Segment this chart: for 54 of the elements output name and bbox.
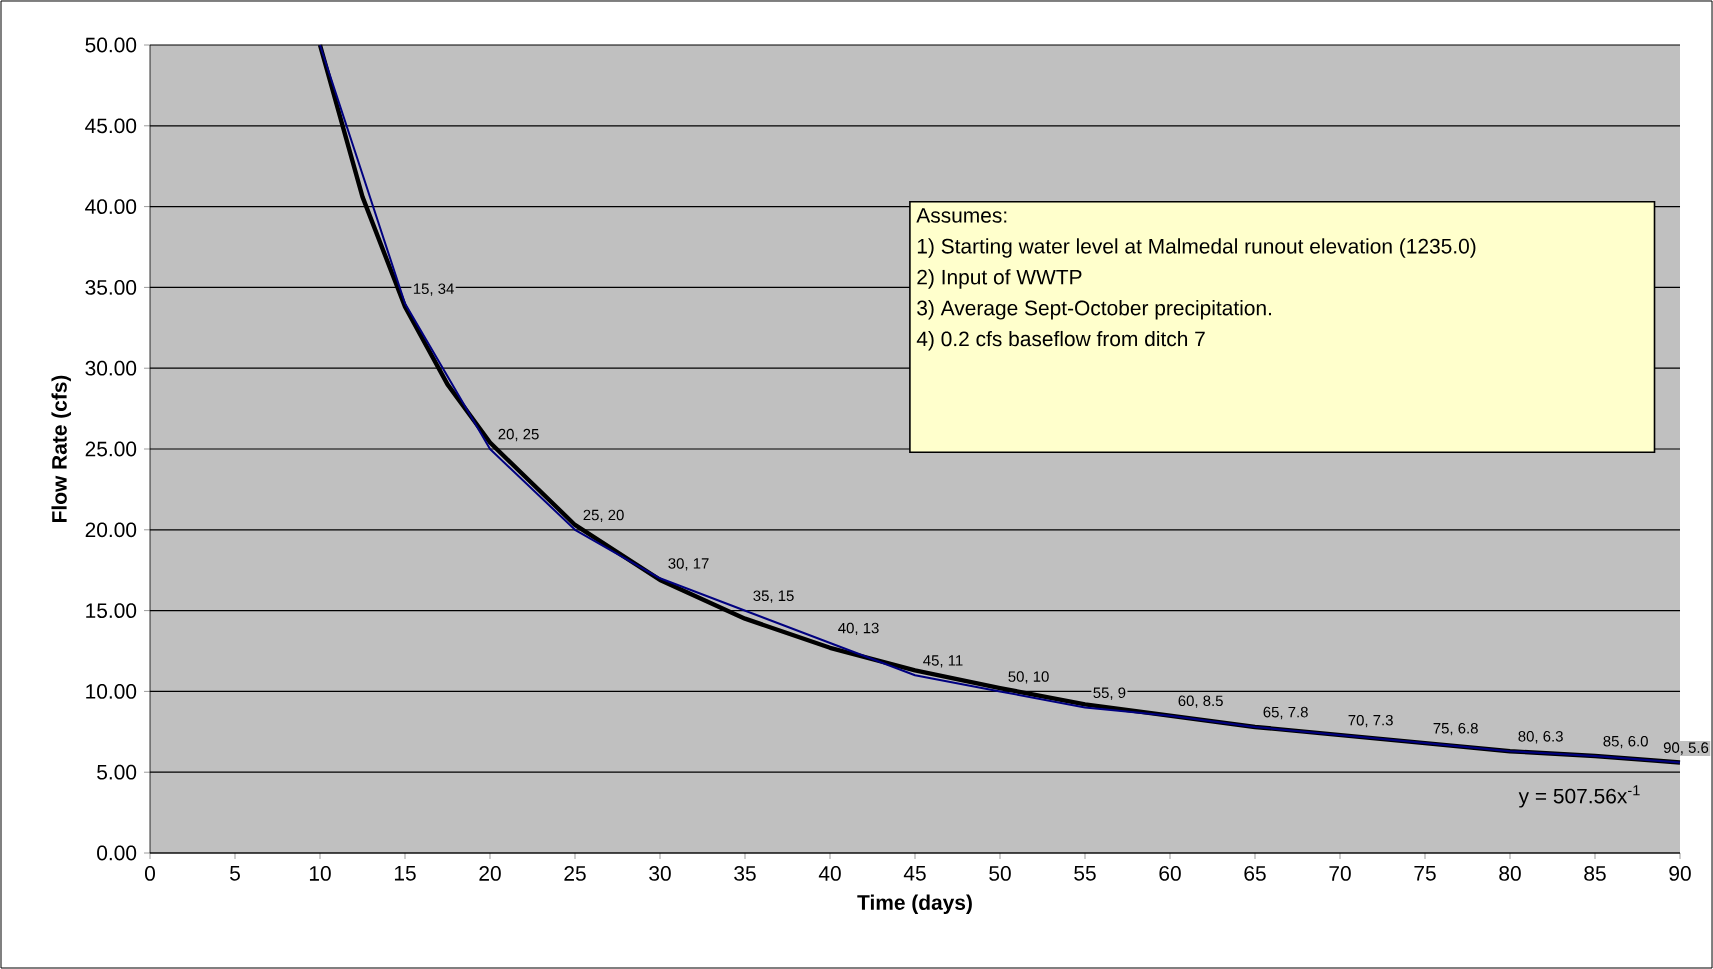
annotation: 65, 7.8 [1263,706,1308,720]
x-tick-label: 60 [1159,866,1181,881]
annotation: 35, 15 [753,590,794,603]
annotation: 15, 34 [413,283,454,296]
y-tick-label: 5.00 [97,764,137,780]
annotation: 50, 10 [1008,671,1049,684]
annotation: 45, 11 [923,655,963,668]
x-tick-label: 0 [145,866,155,881]
x-tick-label: 90 [1669,866,1691,881]
annotation: 70, 7.3 [1348,714,1393,728]
x-tick-label: 40 [818,866,841,881]
annotation: 60, 8.5 [1178,695,1223,708]
annotation: 75, 6.8 [1433,722,1478,736]
annotation: y = 507.56x$^{-1}$ [1518,785,1640,808]
x-tick-label: 30 [649,866,671,881]
annotation: 55, 9 [1093,687,1126,700]
x-tick-label: 70 [1329,866,1351,881]
annotation: 80, 6.3 [1518,731,1563,744]
annotation: 3) Average Sept-October precipitation. [917,300,1271,320]
y-tick-label: 40.00 [85,199,137,215]
annotation: 20, 25 [498,428,539,442]
annotation: 1) Starting water level at Malmedal runout elevation (1235.0) [917,238,1476,258]
annotation: 4) 0.2 cfs baseflow from ditch 7 [916,330,1205,351]
annotation: Assumes: [916,208,1007,223]
annotation: 30, 17 [668,558,709,571]
y-tick-label: 50.00 [85,37,137,53]
annotation: 2) Input of WWTP [917,269,1082,289]
annotation: 40, 13 [838,622,879,636]
y-tick-label: 45.00 [85,118,137,134]
annotation: 85, 6.0 [1603,735,1648,749]
y-tick-label: 30.00 [85,360,137,376]
y-tick-label: 0.00 [97,845,137,861]
x-tick-label: 55 [1074,866,1096,881]
y-tick-label: 15.00 [86,603,137,619]
x-tick-label: 5 [230,866,240,881]
y-tick-label: 10.00 [86,684,137,699]
x-tick-label: 10 [309,866,331,881]
annotation: 25, 20 [583,509,624,522]
y-axis-title: Flow Rate (cfs) [51,375,71,522]
y-tick-label: 35.00 [85,280,137,295]
x-tick-label: 50 [989,866,1011,881]
x-tick-label: 80 [1499,866,1521,881]
y-tick-label: 25.00 [85,441,137,457]
annotation: 90, 5.6 [1663,742,1709,755]
x-tick-label: 85 [1584,866,1606,881]
x-tick-label: 45 [903,866,926,881]
x-tick-label: 65 [1244,866,1266,881]
x-axis-title: Time (days) [857,894,972,915]
x-tick-label: 75 [1414,866,1436,881]
x-tick-label: 20 [479,866,501,881]
y-tick-label: 20.00 [85,522,137,538]
x-tick-label: 15 [394,866,416,881]
x-tick-label: 35 [734,866,756,881]
x-tick-label: 25 [564,866,586,881]
